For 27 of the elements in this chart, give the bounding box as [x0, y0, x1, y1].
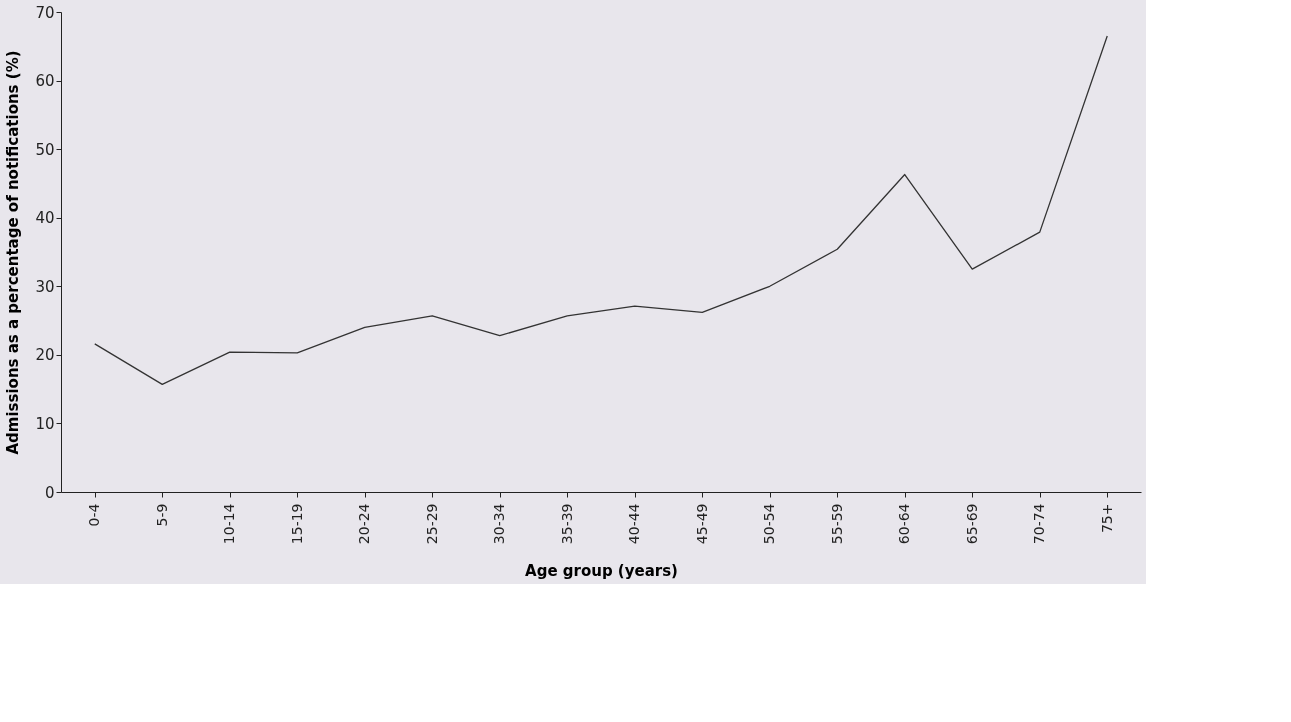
x-axis-title: Age group (years)	[525, 562, 678, 581]
x-tick-label: 45-49	[693, 503, 710, 545]
x-tick-label: 65-69	[963, 503, 980, 545]
x-tick-label: 0-4	[86, 503, 103, 527]
x-tick-label: 70-74	[1031, 503, 1048, 545]
x-tick-label: 25-29	[423, 503, 440, 545]
line-series	[94, 35, 1108, 385]
x-tick-label: 20-24	[356, 503, 373, 545]
x-tick-label: 35-39	[558, 503, 575, 545]
x-tick-label: 60-64	[896, 503, 913, 545]
x-tick-label: 55-59	[828, 503, 845, 545]
y-tick-label: 60	[35, 72, 55, 91]
y-tick-label: 0	[44, 483, 55, 502]
x-tick-label: 75+	[1098, 503, 1115, 534]
y-tick-label: 70	[35, 3, 55, 22]
x-tick-label: 15-19	[288, 503, 305, 545]
y-tick-label: 20	[35, 346, 55, 365]
x-tick-label: 40-44	[626, 503, 643, 545]
x-tick-label: 5-9	[153, 503, 170, 527]
x-tick-label: 30-34	[491, 503, 508, 545]
y-tick-label: 40	[35, 209, 55, 228]
y-tick-label: 50	[35, 140, 55, 159]
y-axis-title: Admissions as a percentage of notifications (%)	[4, 50, 23, 455]
x-tick-label: 50-54	[761, 503, 778, 545]
y-tick-label: 30	[35, 277, 55, 296]
y-tick-label: 10	[35, 414, 55, 433]
x-tick-label: 10-14	[221, 503, 238, 545]
